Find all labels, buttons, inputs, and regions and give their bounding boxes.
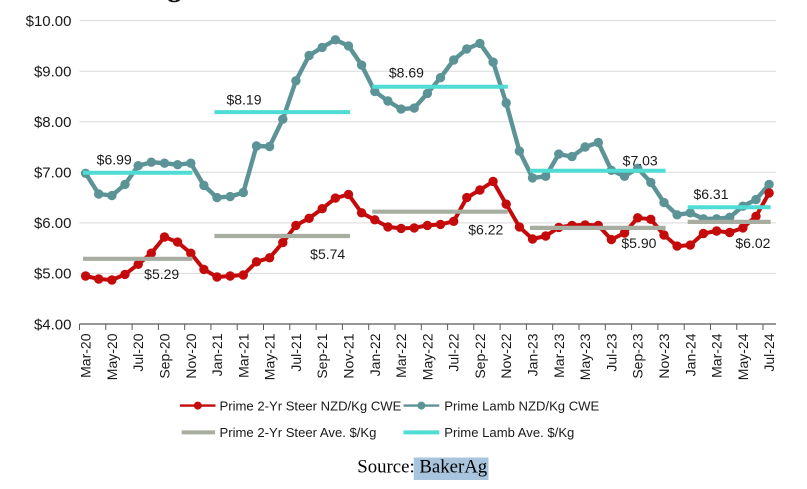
svg-text:$10.00: $10.00 <box>26 13 72 30</box>
svg-text:Jul-22: Jul-22 <box>446 333 462 371</box>
svg-text:Jul-20: Jul-20 <box>130 333 146 371</box>
svg-text:Prime Lamb Ave. $/Kg: Prime Lamb Ave. $/Kg <box>444 425 574 440</box>
svg-text:Sep-21: Sep-21 <box>314 333 330 378</box>
svg-text:$9.00: $9.00 <box>34 64 72 81</box>
svg-text:Sep-22: Sep-22 <box>472 333 488 378</box>
svg-text:May-21: May-21 <box>262 333 278 380</box>
svg-text:$5.00: $5.00 <box>34 266 72 283</box>
svg-text:Nov-21: Nov-21 <box>341 333 357 378</box>
svg-text:$6.00: $6.00 <box>34 215 72 232</box>
svg-text:Prime 2-Yr Steer Ave. $/Kg: Prime 2-Yr Steer Ave. $/Kg <box>220 425 377 440</box>
svg-text:$5.29: $5.29 <box>144 266 179 282</box>
svg-text:$6.22: $6.22 <box>468 222 503 238</box>
svg-text:$8.19: $8.19 <box>226 92 261 108</box>
svg-text:$6.99: $6.99 <box>97 152 132 168</box>
svg-text:$6.02: $6.02 <box>735 235 770 251</box>
svg-text:Jan-22: Jan-22 <box>367 333 383 376</box>
svg-text:Nov-22: Nov-22 <box>498 333 514 378</box>
svg-text:Source: BakerAg: Source: BakerAg <box>357 456 487 477</box>
svg-text:$7.00: $7.00 <box>34 165 72 182</box>
svg-text:$6.31: $6.31 <box>693 186 728 202</box>
svg-text:$4.00: $4.00 <box>34 316 72 333</box>
svg-text:Mar-20: Mar-20 <box>78 333 94 378</box>
svg-text:Jan-24: Jan-24 <box>682 333 698 376</box>
svg-text:$7.03: $7.03 <box>623 153 658 169</box>
svg-text:Jan-21: Jan-21 <box>209 333 225 376</box>
svg-text:May-23: May-23 <box>577 333 593 380</box>
svg-text:May-22: May-22 <box>419 333 435 380</box>
svg-text:Prime Lamb NZD/Kg CWE: Prime Lamb NZD/Kg CWE <box>444 398 599 413</box>
svg-text:Jul-21: Jul-21 <box>288 333 304 371</box>
svg-text:May-20: May-20 <box>104 333 120 380</box>
svg-text:Sep-20: Sep-20 <box>157 333 173 378</box>
svg-text:$5.90: $5.90 <box>621 235 656 251</box>
svg-text:Jul-24: Jul-24 <box>761 333 777 371</box>
svg-text:Mar-23: Mar-23 <box>551 333 567 378</box>
svg-text:Prime 2-Yr Steer NZD/Kg CWE: Prime 2-Yr Steer NZD/Kg CWE <box>220 398 402 413</box>
svg-text:Mar-24: Mar-24 <box>709 333 725 378</box>
svg-text:May-24: May-24 <box>735 333 751 380</box>
svg-text:Mar-22: Mar-22 <box>393 333 409 378</box>
svg-text:Jul-23: Jul-23 <box>603 333 619 371</box>
svg-text:Nov-20: Nov-20 <box>183 333 199 378</box>
svg-text:Sep-23: Sep-23 <box>630 333 646 378</box>
svg-text:Mar-21: Mar-21 <box>235 333 251 378</box>
svg-text:Nov-23: Nov-23 <box>656 333 672 378</box>
svg-text:$8.69: $8.69 <box>389 64 424 80</box>
svg-text:$8.00: $8.00 <box>34 114 72 131</box>
svg-text:$5.74: $5.74 <box>310 246 345 262</box>
svg-text:Jan-23: Jan-23 <box>525 333 541 376</box>
